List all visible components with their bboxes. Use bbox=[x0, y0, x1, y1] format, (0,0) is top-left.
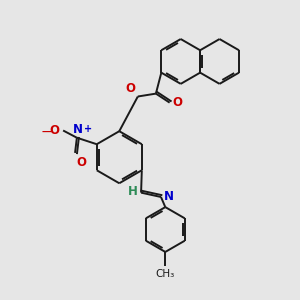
Text: −: − bbox=[41, 124, 52, 139]
Text: H: H bbox=[128, 185, 137, 198]
Text: N: N bbox=[73, 123, 82, 136]
Text: +: + bbox=[84, 124, 92, 134]
Text: CH₃: CH₃ bbox=[156, 268, 175, 279]
Text: O: O bbox=[76, 156, 86, 169]
Text: O: O bbox=[172, 96, 182, 109]
Text: O: O bbox=[50, 124, 60, 136]
Text: N: N bbox=[164, 190, 173, 203]
Text: O: O bbox=[125, 82, 135, 95]
